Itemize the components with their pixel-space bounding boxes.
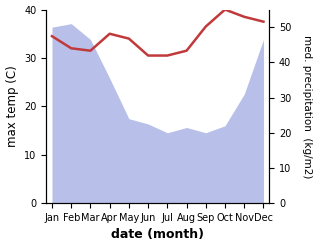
Y-axis label: med. precipitation  (kg/m2): med. precipitation (kg/m2) [302,35,313,178]
Y-axis label: max temp (C): max temp (C) [5,65,18,147]
X-axis label: date (month): date (month) [111,228,204,242]
